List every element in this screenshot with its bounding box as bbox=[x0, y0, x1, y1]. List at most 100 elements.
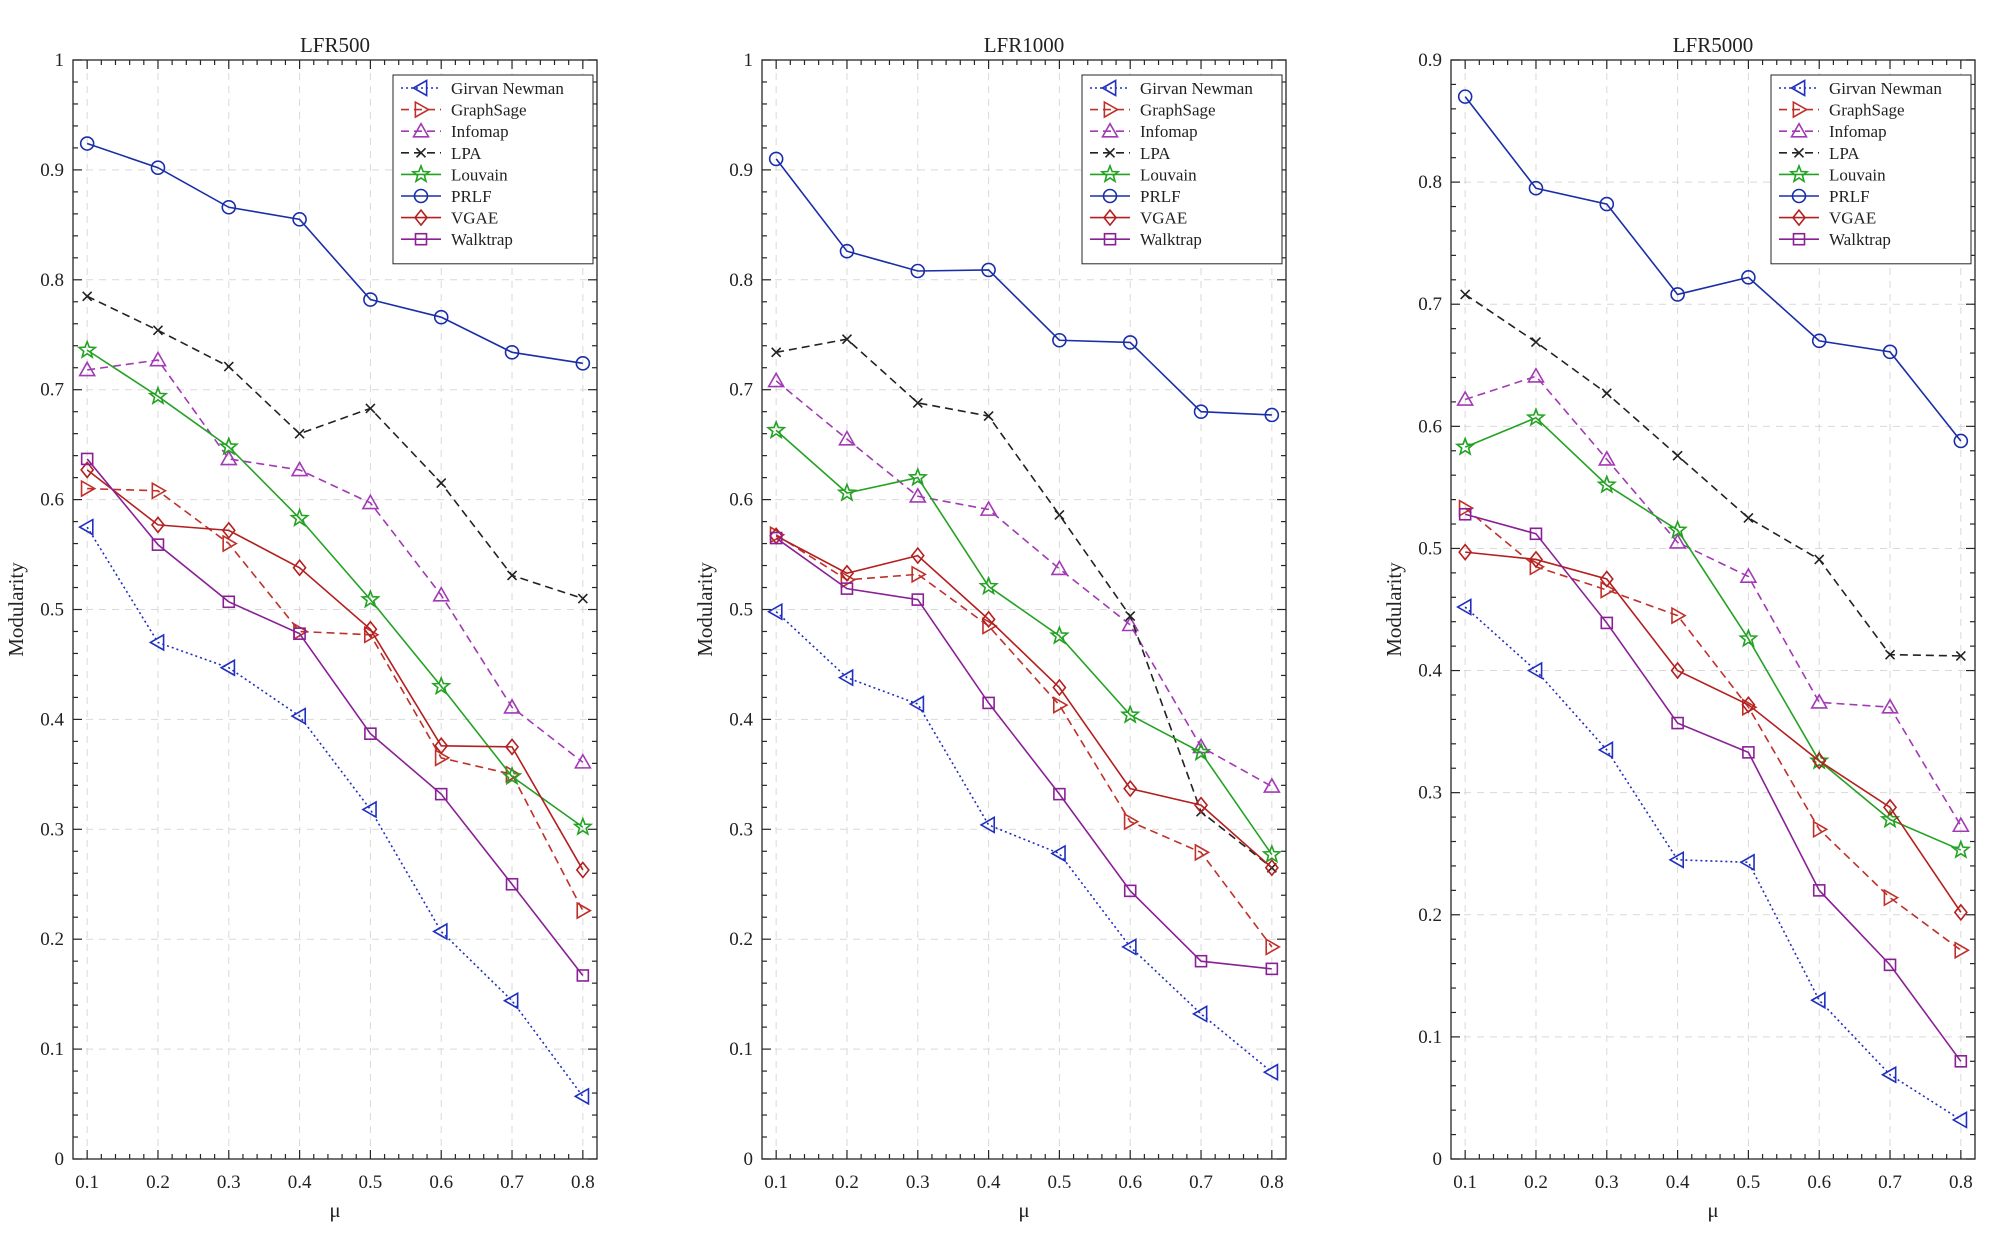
legend-item-vgae: VGAE bbox=[401, 209, 498, 228]
data-point-infomap bbox=[1050, 559, 1069, 576]
data-point-lpa bbox=[1125, 611, 1136, 622]
data-point-walktrap bbox=[293, 627, 306, 640]
chart-title-lfr1000: LFR1000 bbox=[984, 33, 1065, 57]
legend-lfr500: Girvan Newman GraphSage Infomap LPA Louvain P… bbox=[392, 74, 594, 265]
legend-item-louvain: Louvain bbox=[401, 163, 508, 184]
data-point-infomap bbox=[219, 449, 238, 466]
data-point-vgae bbox=[1741, 695, 1756, 714]
data-point-infomap bbox=[979, 500, 998, 516]
data-point-graphsage bbox=[1123, 812, 1140, 831]
data-point-vgae bbox=[1194, 796, 1209, 814]
data-point-walktrap bbox=[1053, 787, 1066, 801]
legend-marker bbox=[415, 147, 427, 158]
data-point-walktrap bbox=[840, 582, 854, 595]
data-point-prlf bbox=[1193, 404, 1209, 419]
x-tick-label: 0.6 bbox=[1807, 1172, 1831, 1193]
series-line-prlf bbox=[775, 158, 1272, 416]
data-point-graphsage bbox=[1052, 696, 1069, 714]
series-louvain bbox=[1454, 407, 1972, 859]
data-point-walktrap bbox=[505, 877, 519, 891]
data-point-vgae bbox=[80, 461, 95, 479]
legend-item-vgae: VGAE bbox=[1779, 209, 1876, 228]
data-point-lpa bbox=[436, 478, 447, 489]
data-point-louvain bbox=[147, 385, 169, 406]
data-point-vgae bbox=[1883, 798, 1898, 817]
data-point-girvan-newman bbox=[1262, 1063, 1279, 1082]
legend-item-infomap: Infomap bbox=[1090, 122, 1198, 141]
data-point-lpa bbox=[1672, 450, 1683, 461]
y-tick-label: 0.3 bbox=[40, 819, 64, 840]
y-tick-label: 0.9 bbox=[729, 160, 753, 181]
data-point-lpa bbox=[841, 334, 853, 345]
data-point-girvan-newman bbox=[219, 658, 236, 677]
x-tick-label: 0.6 bbox=[1118, 1172, 1142, 1193]
data-point-walktrap bbox=[911, 593, 925, 606]
data-point-prlf bbox=[504, 345, 520, 360]
data-point-lpa bbox=[152, 325, 164, 336]
x-tick-label: 0.4 bbox=[977, 1172, 1001, 1193]
y-tick-label: 0.2 bbox=[40, 929, 64, 950]
data-point-prlf bbox=[433, 309, 449, 325]
data-point-louvain bbox=[1119, 704, 1141, 724]
y-tick-label: 0 bbox=[1433, 1149, 1443, 1170]
data-point-walktrap bbox=[1671, 716, 1684, 730]
series-prlf bbox=[768, 151, 1280, 423]
data-point-prlf bbox=[363, 292, 378, 307]
series-louvain bbox=[765, 419, 1283, 864]
data-point-louvain bbox=[1049, 625, 1070, 645]
y-axis-label: Modularity bbox=[693, 562, 717, 657]
data-point-walktrap bbox=[1194, 954, 1208, 968]
data-point-infomap bbox=[1881, 698, 1899, 714]
data-point-prlf bbox=[1882, 344, 1898, 360]
x-tick-label: 0.3 bbox=[217, 1172, 241, 1193]
legend-item-infomap: Infomap bbox=[401, 122, 509, 141]
data-point-girvan-newman bbox=[502, 991, 519, 1010]
data-point-vgae bbox=[221, 521, 236, 540]
legend-marker bbox=[1789, 79, 1806, 97]
x-tick-label: 0.7 bbox=[1878, 1172, 1902, 1193]
legend-label: Louvain bbox=[1140, 165, 1197, 184]
legend-item-graphsage: GraphSage bbox=[1779, 101, 1905, 120]
data-point-walktrap bbox=[364, 727, 377, 740]
data-point-prlf bbox=[1457, 89, 1473, 104]
data-point-walktrap bbox=[1600, 616, 1614, 630]
data-point-girvan-newman bbox=[1050, 844, 1066, 863]
data-point-louvain bbox=[978, 575, 999, 596]
data-point-lpa bbox=[1460, 289, 1471, 300]
data-point-graphsage bbox=[982, 617, 998, 635]
data-point-girvan-newman bbox=[1526, 661, 1543, 680]
x-tick-label: 0.8 bbox=[1949, 1172, 1973, 1193]
data-point-prlf bbox=[1122, 335, 1138, 350]
data-point-girvan-newman bbox=[1668, 850, 1685, 869]
data-point-prlf bbox=[910, 263, 926, 279]
y-tick-label: 0.4 bbox=[40, 709, 64, 730]
data-point-walktrap bbox=[1265, 962, 1279, 976]
data-point-infomap bbox=[908, 487, 927, 503]
data-point-vgae bbox=[1670, 661, 1685, 680]
data-point-louvain bbox=[1950, 839, 1972, 859]
data-point-graphsage bbox=[222, 534, 238, 553]
legend-item-lpa: LPA bbox=[1779, 144, 1860, 163]
series-infomap bbox=[1456, 367, 1970, 833]
data-point-lpa bbox=[294, 428, 305, 439]
data-point-louvain bbox=[572, 816, 594, 836]
x-tick-label: 0.8 bbox=[1260, 1172, 1284, 1193]
x-tick-label: 0.5 bbox=[1048, 1172, 1072, 1193]
legend-marker bbox=[1788, 163, 1810, 184]
data-point-lpa bbox=[771, 347, 782, 358]
data-point-louvain bbox=[765, 419, 787, 440]
data-point-vgae bbox=[505, 738, 520, 756]
data-point-graphsage bbox=[80, 479, 97, 498]
legend-marker bbox=[1792, 100, 1809, 119]
legend-marker bbox=[1791, 188, 1807, 204]
y-tick-label: 0.1 bbox=[40, 1039, 64, 1060]
data-point-walktrap bbox=[769, 531, 783, 545]
y-tick-label: 1 bbox=[55, 50, 65, 71]
series-line-vgae bbox=[775, 535, 1273, 869]
legend-item-girvan-newman: Girvan Newman bbox=[1090, 79, 1253, 98]
x-axis-label: μ bbox=[329, 1198, 340, 1222]
data-point-girvan-newman bbox=[148, 633, 165, 652]
data-point-louvain bbox=[907, 466, 929, 487]
legend-marker bbox=[412, 122, 430, 138]
